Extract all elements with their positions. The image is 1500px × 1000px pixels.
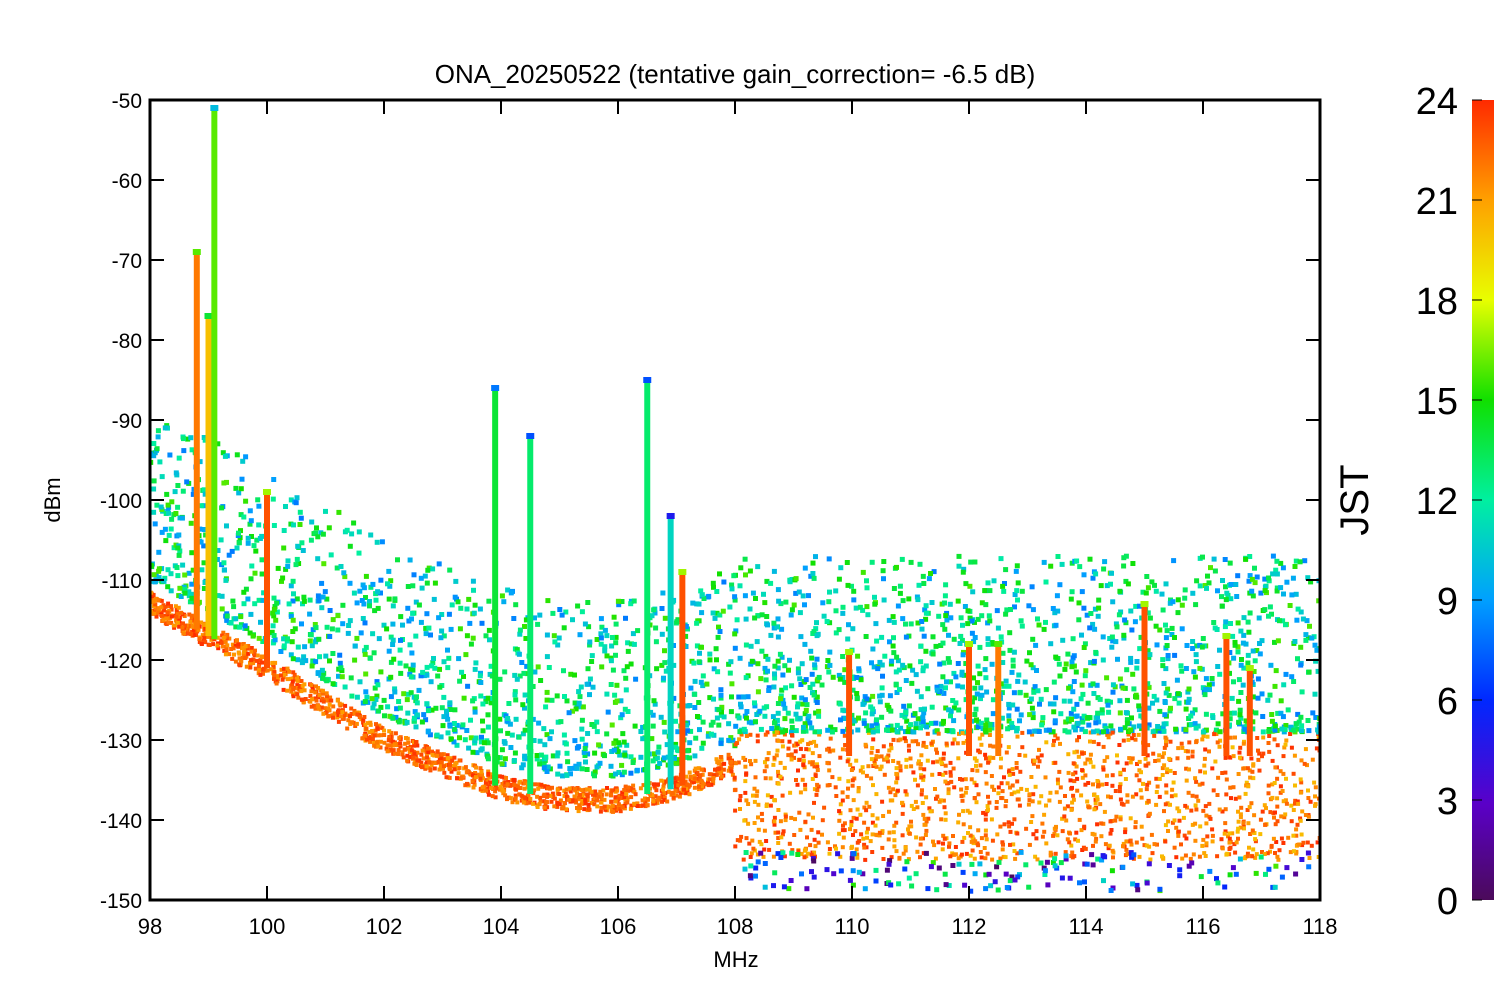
colorbar-tick-label: 21 (1416, 181, 1458, 223)
signal-peak-top (526, 433, 535, 439)
x-tick-label: 102 (366, 914, 403, 939)
signal-peak-top (965, 641, 973, 647)
signal-peak (211, 108, 218, 640)
signal-peak-top (491, 385, 500, 391)
x-tick-label: 100 (249, 914, 286, 939)
signal-peak (846, 652, 853, 756)
signal-peak (1246, 668, 1253, 756)
signal-peak (1141, 604, 1148, 756)
signal-peak-top (1140, 601, 1149, 607)
signal-peak (995, 644, 1002, 756)
signal-peak-top (210, 105, 219, 111)
colorbar-tick-label: 0 (1437, 881, 1458, 923)
colorbar-tick-label: 12 (1416, 481, 1458, 523)
y-tick-label: -70 (112, 250, 142, 273)
y-axis-ticks: -50 -60 -70 -80 -90 -100 -110 -120 -130 -140 -150 (100, 90, 1320, 913)
colorbar-tick-label: 24 (1416, 81, 1458, 123)
signal-peaks (192, 105, 1254, 794)
signal-peak-top (666, 513, 675, 519)
y-tick-label: -100 (100, 490, 142, 513)
colorbar-tick-label: 6 (1437, 681, 1458, 723)
signal-peak (193, 252, 200, 630)
signal-peak-top (1245, 665, 1254, 671)
signal-peak-top (192, 249, 201, 255)
colorbar-tick-label: 9 (1437, 581, 1458, 623)
x-tick-label: 104 (483, 914, 520, 939)
signal-peak-top (263, 489, 271, 495)
signal-peak-top (845, 649, 854, 655)
signal-peak-top (643, 377, 652, 383)
signal-peak (667, 516, 674, 790)
y-tick-label: -130 (100, 730, 142, 753)
y-tick-label: -150 (100, 890, 142, 913)
signal-peak (492, 388, 499, 786)
signal-peak (527, 436, 534, 794)
x-tick-label: 98 (138, 914, 162, 939)
x-tick-label: 108 (717, 914, 754, 939)
y-tick-label: -140 (100, 810, 142, 833)
y-axis-label: dBm (40, 477, 65, 522)
x-axis-ticks: 98 100 102 104 106 108 110 112 114 116 118 (138, 100, 1338, 939)
colorbar-label: JST (1333, 464, 1377, 535)
x-tick-label: 118 (1302, 914, 1337, 939)
x-tick-label: 116 (1185, 914, 1220, 939)
colorbar-tick-label: 18 (1416, 281, 1458, 323)
signal-peak-top (204, 313, 213, 319)
signal-peak-top (1222, 633, 1231, 639)
x-tick-label: 112 (951, 914, 986, 939)
y-tick-label: -50 (112, 90, 142, 113)
y-tick-label: -80 (112, 330, 142, 353)
signal-peak-top (994, 641, 1003, 647)
colorbar-tick-label: 3 (1437, 781, 1458, 823)
colorbar-tick-label: 15 (1416, 381, 1458, 423)
y-tick-label: -60 (112, 170, 142, 193)
x-tick-label: 110 (834, 914, 869, 939)
y-tick-label: -120 (100, 650, 142, 673)
signal-peak (264, 492, 270, 668)
signal-peak (966, 644, 972, 756)
x-tick-label: 114 (1068, 914, 1103, 939)
y-tick-label: -90 (112, 410, 142, 433)
signal-peak (644, 380, 651, 794)
signal-peak (1223, 636, 1230, 756)
signal-peak-top (678, 569, 687, 575)
signal-peak (679, 572, 686, 786)
y-tick-label: -110 (102, 570, 142, 593)
signal-peak (205, 316, 212, 636)
x-tick-label: 106 (600, 914, 637, 939)
x-axis-label: MHz (713, 947, 758, 972)
chart-title: ONA_20250522 (tentative gain_correction=… (435, 59, 1036, 89)
colorbar-ticks: 0 3 6 9 12 15 18 21 24 (1416, 81, 1482, 923)
